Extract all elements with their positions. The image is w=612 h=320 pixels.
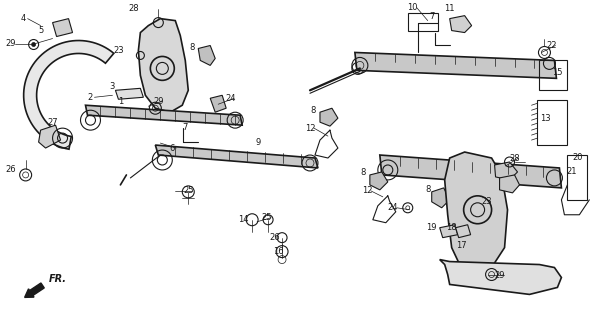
Polygon shape [39, 125, 61, 148]
Polygon shape [494, 162, 518, 180]
Text: 29: 29 [494, 271, 505, 280]
Bar [408, 13, 438, 31]
Text: FR.: FR. [48, 275, 67, 284]
Text: 7: 7 [429, 12, 435, 21]
Polygon shape [320, 108, 338, 126]
Polygon shape [439, 225, 458, 238]
Text: 27: 27 [47, 118, 58, 127]
Text: 8: 8 [310, 106, 316, 115]
Text: 18: 18 [446, 223, 457, 232]
Text: 26: 26 [6, 165, 16, 174]
Text: 21: 21 [566, 167, 577, 176]
Text: 28: 28 [509, 154, 520, 163]
Text: 13: 13 [540, 114, 551, 123]
Text: 15: 15 [552, 68, 562, 77]
Bar [537, 100, 567, 145]
Text: 25: 25 [262, 213, 272, 222]
Bar [567, 155, 588, 200]
Polygon shape [138, 19, 188, 112]
Polygon shape [210, 95, 226, 112]
Circle shape [32, 43, 35, 46]
Text: 25: 25 [183, 186, 193, 196]
Text: 4: 4 [21, 14, 26, 23]
Polygon shape [450, 16, 472, 33]
Text: 29: 29 [6, 39, 16, 48]
Polygon shape [445, 152, 507, 271]
Text: 23: 23 [113, 46, 124, 55]
Text: 3: 3 [110, 82, 115, 91]
Text: 6: 6 [170, 144, 175, 153]
Polygon shape [116, 88, 143, 99]
Polygon shape [370, 172, 388, 190]
Polygon shape [24, 41, 114, 149]
Text: 16: 16 [273, 247, 283, 256]
Polygon shape [439, 260, 561, 294]
Text: 2: 2 [88, 93, 93, 102]
Text: 20: 20 [572, 153, 583, 162]
Text: 14: 14 [238, 215, 248, 224]
Polygon shape [53, 19, 73, 36]
Text: 24: 24 [225, 94, 236, 103]
Text: 5: 5 [38, 26, 43, 35]
Text: 12: 12 [362, 186, 372, 196]
Text: 17: 17 [457, 241, 467, 250]
Text: 12: 12 [305, 124, 315, 132]
Text: 24: 24 [387, 203, 398, 212]
Polygon shape [198, 45, 215, 65]
Polygon shape [456, 225, 471, 238]
Bar [539, 60, 567, 90]
Text: 9: 9 [255, 138, 261, 147]
Text: 8: 8 [425, 185, 430, 194]
Text: 8: 8 [360, 168, 365, 178]
Polygon shape [355, 52, 556, 78]
Text: 26: 26 [270, 233, 280, 242]
Text: 19: 19 [427, 223, 437, 232]
Text: 28: 28 [128, 4, 139, 13]
Text: 23: 23 [481, 197, 492, 206]
Polygon shape [86, 105, 242, 125]
Text: 11: 11 [444, 4, 455, 13]
Text: 10: 10 [408, 3, 418, 12]
Text: 1: 1 [118, 97, 123, 106]
Text: 22: 22 [546, 41, 557, 50]
Text: 29: 29 [153, 97, 163, 106]
Polygon shape [431, 188, 450, 208]
Polygon shape [155, 145, 318, 168]
FancyArrow shape [24, 283, 44, 297]
Text: 8: 8 [190, 43, 195, 52]
Text: 7: 7 [182, 123, 188, 132]
Polygon shape [499, 175, 520, 193]
Polygon shape [380, 155, 561, 188]
